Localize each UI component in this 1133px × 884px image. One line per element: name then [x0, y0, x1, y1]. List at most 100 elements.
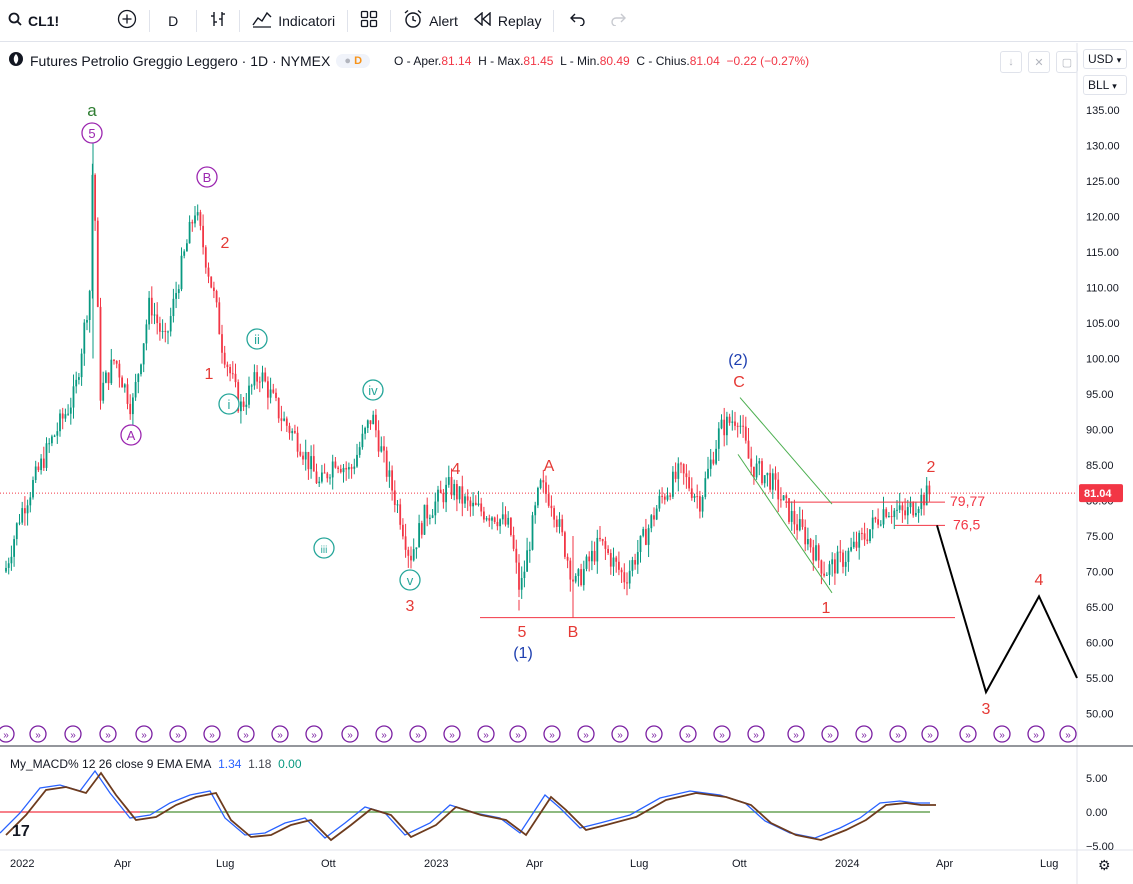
event-marker-icon: [577, 725, 595, 743]
candle-body: [420, 523, 423, 535]
price-chart[interactable]: 135.00130.00125.00120.00115.00110.00105.…: [0, 43, 1133, 884]
alert-button[interactable]: Alert: [395, 5, 466, 37]
candle-body: [469, 500, 472, 507]
candle-body: [804, 526, 807, 545]
candle-body: [291, 431, 294, 434]
interval-button[interactable]: D: [154, 5, 192, 37]
candle-body: [199, 212, 202, 226]
candle-body: [110, 359, 113, 384]
candle-body: [923, 494, 925, 506]
candle-body: [350, 467, 353, 469]
wave-label-2: 2: [221, 235, 230, 252]
wave-label-wave1: (1): [513, 645, 533, 662]
candle-body: [218, 302, 221, 335]
move-down-button[interactable]: ↓: [1000, 51, 1022, 73]
candle-body: [496, 521, 499, 527]
candle-body: [21, 508, 24, 523]
compare-button[interactable]: [109, 5, 145, 37]
candle-body: [383, 446, 385, 451]
candle-body: [78, 377, 80, 380]
candle-body: [582, 568, 585, 586]
candle-body: [877, 519, 879, 525]
collapse-button[interactable]: ✕: [1028, 51, 1050, 73]
candle-body: [564, 532, 566, 557]
candle-body: [647, 528, 650, 545]
candle-body: [593, 550, 596, 562]
bar-style-button[interactable]: [201, 5, 235, 37]
event-marker-glyph: »: [827, 730, 833, 741]
price-tick-label: 70.00: [1086, 567, 1114, 579]
wave-label-ii-circle: [246, 328, 268, 350]
wave-label-3-projected: 3: [982, 701, 991, 718]
candle-body: [728, 416, 731, 423]
candle-body: [48, 443, 51, 445]
candle-body: [159, 323, 161, 332]
currency-selector[interactable]: USD ▾: [1083, 49, 1127, 69]
chart-title: Futures Petrolio Greggio Leggero · 1D · …: [30, 52, 331, 69]
replay-button[interactable]: Replay: [466, 5, 550, 37]
candle-body: [369, 420, 372, 425]
candle-body: [650, 515, 653, 529]
candle-body: [731, 421, 734, 423]
candle-body: [134, 381, 137, 398]
candle-body: [688, 477, 690, 489]
symbol-search[interactable]: CL1!: [0, 5, 67, 37]
candle-body: [80, 353, 83, 378]
candle-body: [750, 458, 753, 467]
candle-body: [59, 413, 61, 432]
session-badge[interactable]: ● D: [336, 53, 371, 68]
candle-body: [620, 569, 623, 573]
candle-body: [105, 372, 107, 383]
wave-label-1: 1: [205, 366, 214, 383]
wave-label-3: 3: [406, 598, 415, 615]
candle-body: [874, 517, 877, 520]
macd-tick-label: −5.00: [1086, 841, 1114, 853]
undo-button[interactable]: [558, 5, 598, 37]
wave-label-5-circled-circle: [81, 122, 103, 144]
indicators-button[interactable]: Indicatori: [244, 5, 343, 37]
candle-body: [315, 471, 318, 484]
candle-body: [690, 488, 693, 498]
candle-body: [277, 397, 280, 419]
redo-button[interactable]: [598, 5, 638, 37]
candle-body: [439, 489, 442, 494]
candle-body: [364, 427, 366, 434]
unit-selector[interactable]: BLL ▾: [1083, 75, 1127, 95]
price-tick-label: 115.00: [1086, 247, 1119, 259]
candle-body: [777, 479, 780, 500]
candle-body: [534, 505, 537, 516]
candle-body: [466, 496, 469, 501]
candle-body: [685, 473, 688, 478]
candle-body: [356, 454, 358, 467]
candle-body: [210, 276, 213, 288]
price-tick-label: 125.00: [1086, 176, 1120, 188]
symbol-label: CL1!: [28, 12, 60, 29]
candle-body: [917, 509, 920, 513]
replay-label: Replay: [497, 12, 542, 29]
candle-body: [801, 519, 804, 527]
candle-body: [237, 382, 240, 412]
price-tick-label: 135.00: [1086, 105, 1120, 117]
time-tick-label: Apr: [936, 858, 953, 870]
candle-body: [831, 559, 834, 565]
top-toolbar: CL1! D Indicatori Alert R: [0, 0, 1133, 42]
candle-body: [847, 550, 850, 562]
chart-area[interactable]: Futures Petrolio Greggio Leggero · 1D · …: [0, 43, 1133, 884]
candle-body: [558, 519, 561, 527]
time-tick-label: Ott: [732, 858, 747, 870]
candle-body: [569, 560, 572, 580]
candle-body: [925, 485, 928, 506]
layouts-button[interactable]: [352, 5, 386, 37]
event-marker-icon: [1027, 725, 1045, 743]
candle-body: [204, 247, 207, 268]
candle-body: [391, 470, 393, 491]
candle-body: [177, 289, 180, 294]
candle-body: [653, 515, 655, 520]
candle-body: [720, 419, 723, 429]
candle-body: [793, 510, 796, 525]
wave-label-C: C: [733, 374, 745, 391]
candle-body: [345, 467, 348, 470]
wave-label-i-circle: [218, 393, 240, 415]
candle-body: [302, 455, 304, 460]
candle-body: [618, 561, 620, 570]
